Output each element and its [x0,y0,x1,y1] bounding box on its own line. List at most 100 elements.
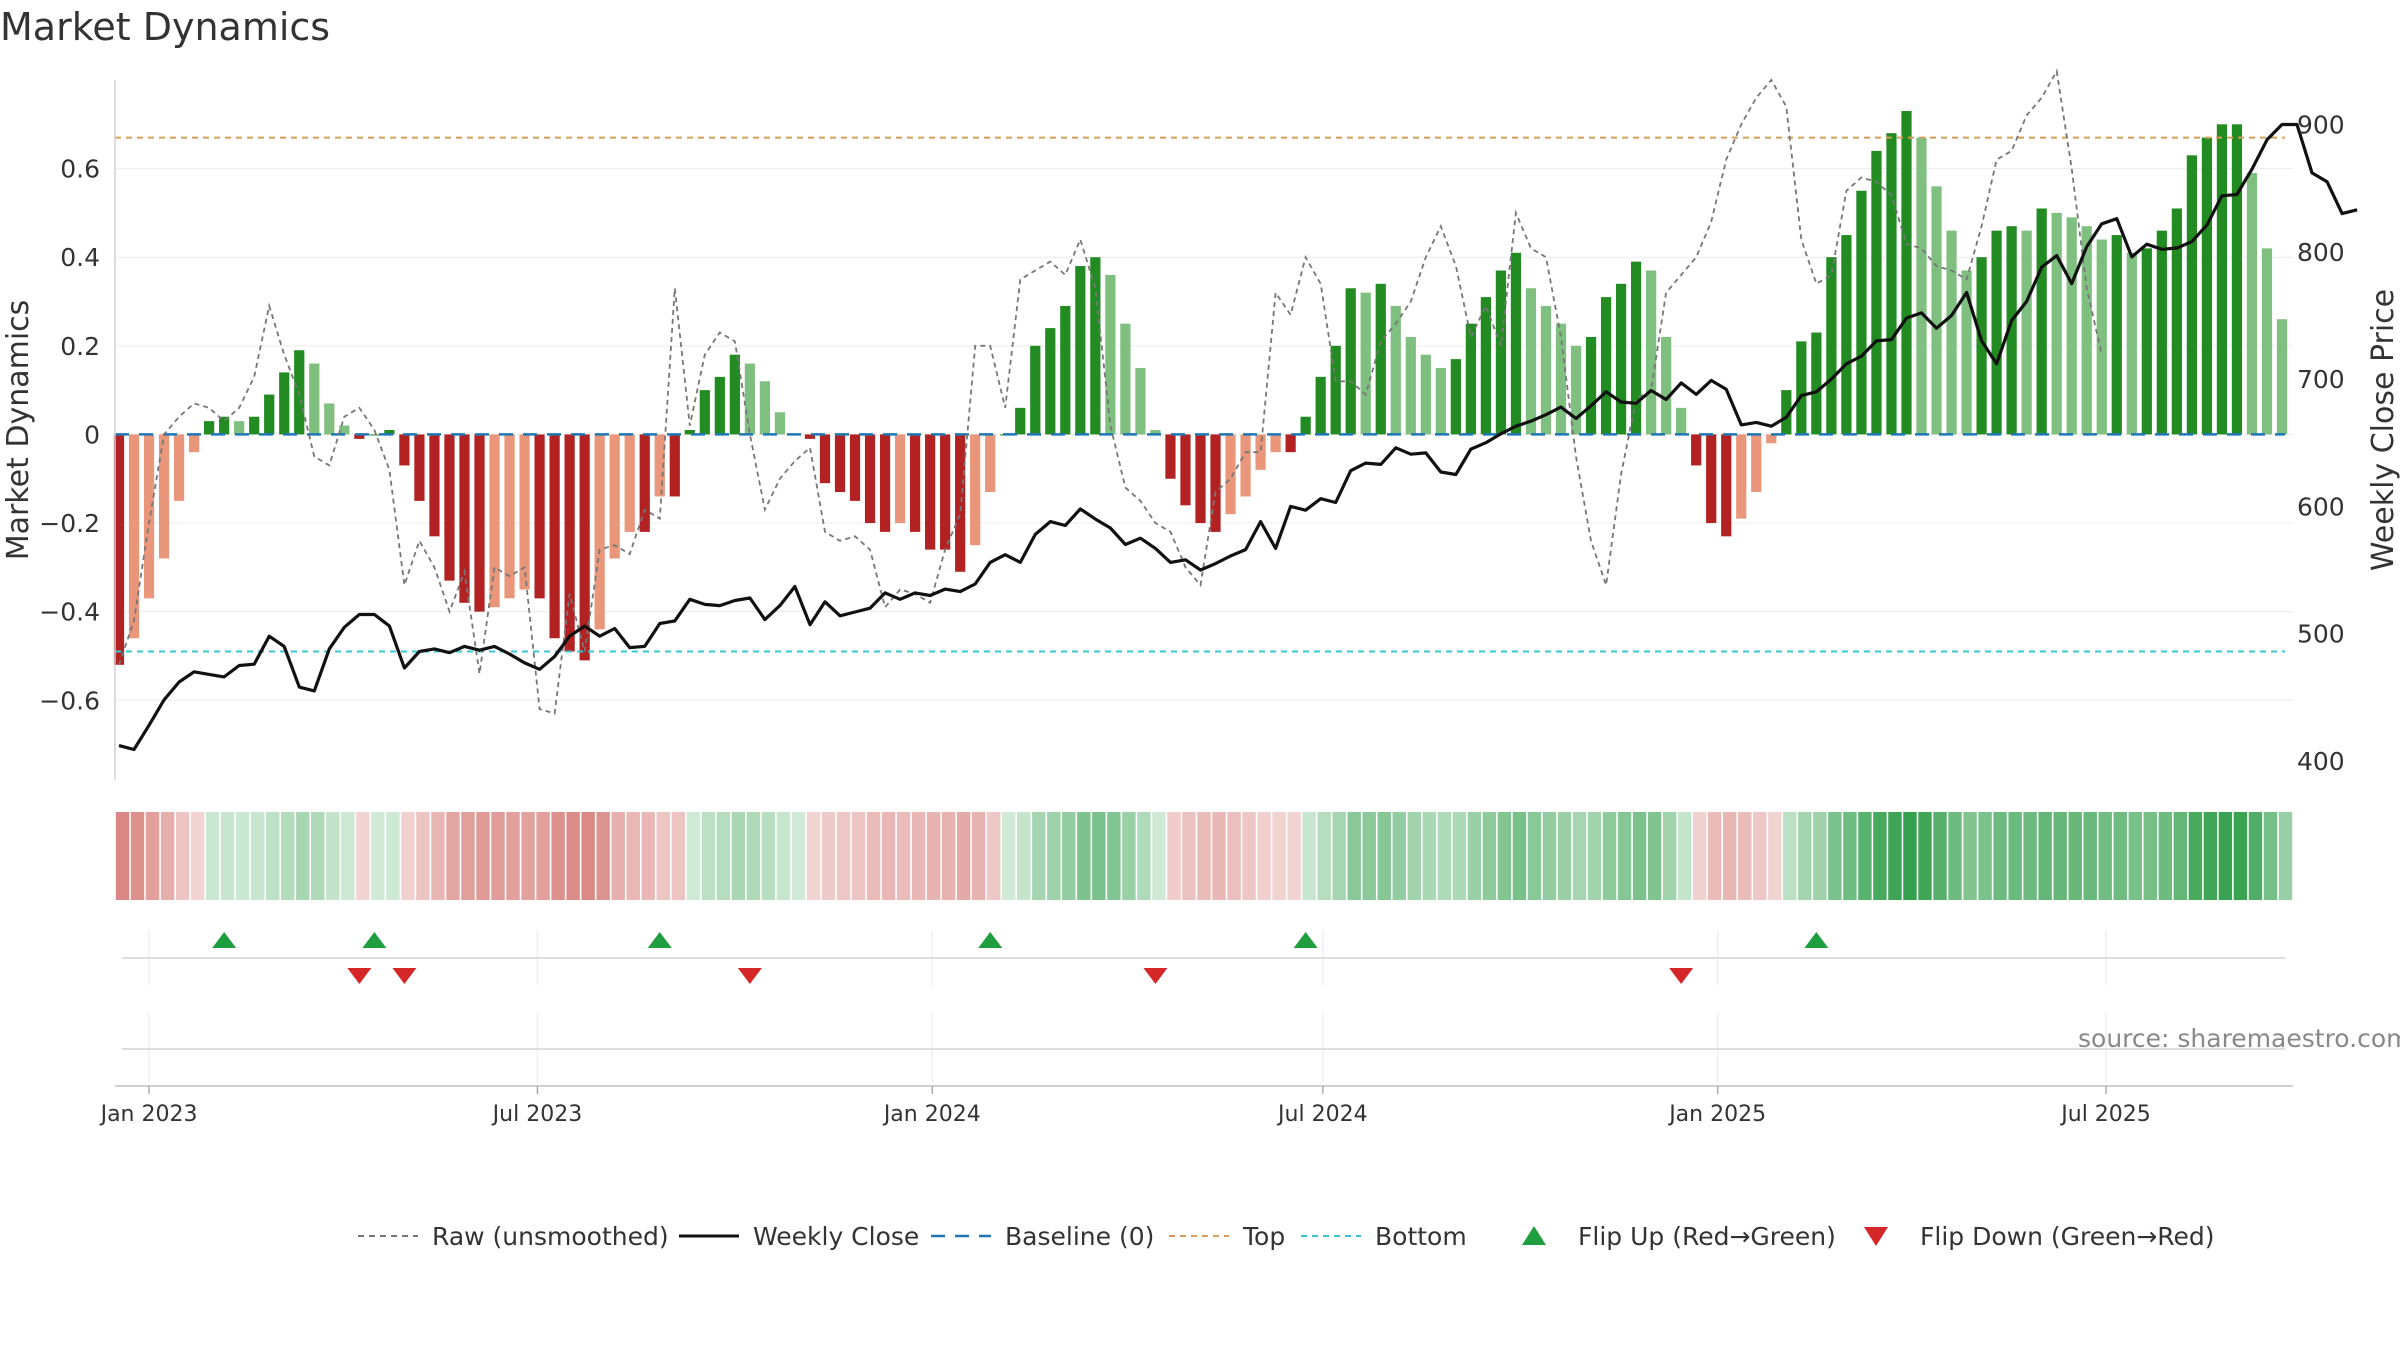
heat-cell [386,812,400,900]
legend-label: Baseline (0) [1005,1222,1154,1251]
dynamics-bar [249,416,260,435]
x-axis: Jan 2023 Jul 2023 Jan 2024 Jul 2024 Jan 2025… [99,1085,2293,1127]
heat-cell [1302,812,1316,900]
heat-cell [1753,812,1767,900]
heat-cell [716,812,731,900]
heat-cell [1107,812,1121,900]
dynamics-bar [143,434,155,599]
heat-cell [371,812,385,900]
dynamics-bar [1510,252,1522,435]
dynamics-bar [1330,345,1341,435]
dynamics-bar [2081,226,2092,435]
heat-cell [1783,812,1797,900]
dynamics-bar [1360,292,1371,435]
dynamics-bar [113,434,125,665]
dynamics-bar [1015,407,1026,435]
y-tick-label-right: 400 [2297,747,2345,776]
heat-cell [416,812,430,900]
heat-cell [926,812,941,900]
heat-cell [2098,812,2112,900]
heat-cell [746,812,761,900]
heat-cell [2173,812,2188,900]
heat-cell [2053,812,2067,900]
dynamics-bar [744,363,755,435]
legend-label: Bottom [1375,1222,1467,1251]
dynamics-bar [1075,266,1086,435]
dynamics-bar [714,376,725,435]
heat-cell [611,812,625,900]
heat-cell [821,812,836,900]
dynamics-bar [1916,137,1927,435]
dynamics-bar [219,416,230,435]
dynamics-bar [1465,323,1476,435]
dynamics-bar [1090,257,1101,435]
heat-cell [1647,812,1662,900]
legend-label: Top [1242,1222,1285,1251]
flip-up-marker [212,932,237,948]
dynamics-bar [429,434,440,537]
dynamics-bar [1871,150,1882,435]
dynamics-bar [2186,155,2197,435]
flip-up-marker [978,932,1003,948]
dynamics-bar [1405,336,1416,435]
heat-cell [2188,812,2203,900]
heat-cell [851,812,866,900]
heat-cell [1242,812,1256,900]
dynamics-bar [369,434,380,436]
legend-label: Raw (unsmoothed) [432,1222,669,1251]
heat-cell [656,812,670,900]
dynamics-bar [1570,345,1582,435]
dynamics-bar [1555,323,1567,435]
dynamics-bar [1225,434,1236,515]
dynamics-bar [1240,434,1251,497]
heat-cell [971,812,986,900]
dynamics-bar [339,425,350,435]
heat-cell [1077,812,1091,900]
heat-cell [160,812,175,900]
dynamics-bar [1285,434,1296,453]
dynamics-bar [1420,354,1431,435]
dynamics-bar [2171,208,2182,435]
dynamics-bar [2096,239,2107,435]
heat-cell [1813,812,1827,900]
dynamics-bar [384,430,395,435]
dynamics-bar [2201,137,2213,435]
heat-cell [1167,812,1181,900]
heat-cell [701,812,716,900]
heat-cell [1332,812,1346,900]
heat-cell [896,812,911,900]
heat-cell [1888,812,1902,900]
dynamics-bar [1135,367,1146,435]
heat-cell [341,812,355,900]
dynamics-bar [985,434,996,493]
heat-cell [2218,812,2233,900]
heat-cell [671,812,685,900]
source-note: source: sharemaestro.com [2078,1024,2400,1053]
dynamics-bar [669,434,680,497]
heat-cell [1723,812,1737,900]
dynamics-bar [819,434,831,484]
heat-cell [1527,812,1542,900]
dynamics-bar [2216,124,2228,435]
dynamics-bar [474,434,485,612]
heat-cell [205,812,220,900]
flip-down-marker [1669,968,1694,984]
heat-cell [806,812,821,900]
dynamics-bar [2066,217,2077,435]
axes: 0.6 0.4 0.2 0 −0.2 −0.4 −0.6 900 800 700 600 500 400 [39,80,2345,780]
legend-swatch-flip-down [1864,1227,1888,1246]
dynamics-bar [1751,434,1762,493]
heat-cell [2083,812,2097,900]
x-tick-label: Jul 2025 [2059,1102,2151,1127]
heat-cell [1602,812,1617,900]
heat-cell [1512,812,1527,900]
dynamics-bar [2126,252,2137,435]
dynamics-bar [624,434,635,532]
raw-series-line [118,68,2103,715]
legend: Raw (unsmoothed) Weekly Close Baseline (0)… [358,1222,2215,1251]
legend-label: Weekly Close [753,1222,919,1251]
heat-cell [1662,812,1677,900]
dynamics-bar [1826,257,1837,435]
heat-cell [1572,812,1587,900]
